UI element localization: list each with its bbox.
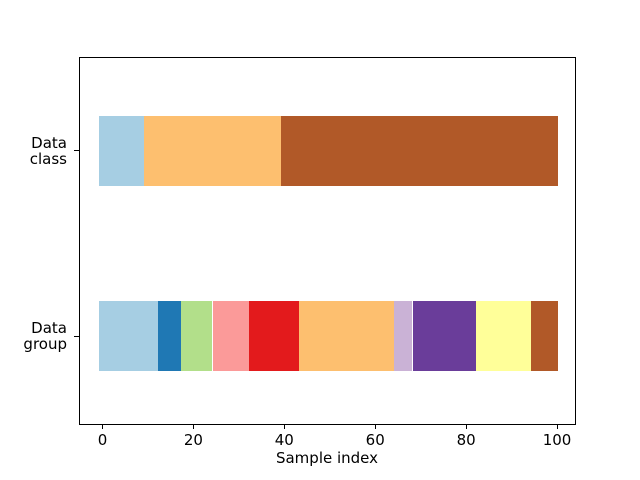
x-tick-label: 80	[456, 431, 476, 449]
x-tick-mark	[283, 425, 285, 429]
bar-segment-group-7	[412, 301, 477, 371]
x-tick-label: 40	[274, 431, 294, 449]
bar-segment-class-2	[280, 115, 558, 186]
bar-row	[0, 115, 640, 186]
x-tick-label: 0	[97, 431, 108, 449]
bar-segment-group-5	[298, 301, 395, 371]
x-tick-mark	[556, 425, 558, 429]
bar-segment-group-2	[180, 301, 213, 371]
bar-segment-group-6	[394, 301, 413, 371]
bar-segment-class-1	[144, 115, 281, 186]
bar-segment-group-0	[98, 301, 158, 371]
bar-segment-group-3	[212, 301, 249, 371]
x-tick-mark	[192, 425, 194, 429]
x-tick-mark	[374, 425, 376, 429]
y-tick-mark	[74, 150, 79, 151]
bar-segment-group-8	[476, 301, 531, 371]
x-axis-label: Sample index	[275, 449, 379, 467]
x-tick-mark	[102, 425, 103, 429]
bar-segment-group-9	[530, 301, 558, 371]
y-tick-label: Data class	[29, 133, 67, 168]
bar-segment-group-4	[248, 301, 299, 371]
bar-segment-group-1	[157, 301, 181, 371]
y-tick-mark	[74, 335, 79, 337]
x-tick-label: 20	[183, 431, 203, 449]
bar-row	[0, 301, 640, 371]
bar-segment-class-0	[98, 115, 145, 186]
x-tick-label: 100	[542, 431, 572, 449]
x-tick-label: 60	[365, 431, 385, 449]
x-tick-mark	[465, 425, 467, 429]
y-tick-label: Data group	[23, 319, 67, 353]
